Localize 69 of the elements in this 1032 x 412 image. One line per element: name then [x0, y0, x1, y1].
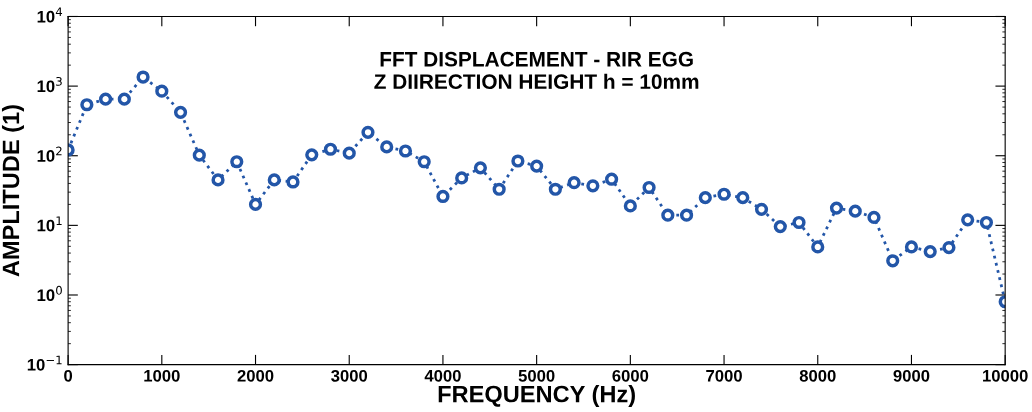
point — [736, 191, 750, 205]
point — [117, 92, 131, 106]
x-tick-label: 5000 — [518, 369, 555, 382]
point — [605, 172, 619, 186]
point — [136, 70, 150, 84]
point — [511, 154, 525, 168]
point — [717, 187, 731, 201]
point — [473, 161, 488, 175]
point — [398, 144, 413, 158]
x-tick-label: 6000 — [612, 369, 649, 382]
x-tick-label: 10000 — [983, 369, 1028, 382]
point — [867, 210, 881, 225]
point — [305, 148, 319, 162]
point — [98, 92, 113, 106]
point — [961, 213, 975, 227]
point — [979, 215, 994, 230]
point — [811, 240, 825, 254]
point — [267, 173, 281, 187]
point — [455, 171, 469, 185]
point — [567, 176, 581, 190]
point — [623, 199, 637, 213]
point — [211, 173, 225, 187]
point — [286, 175, 300, 189]
point — [904, 240, 919, 254]
point — [792, 215, 806, 230]
y-axis-title: AMPLITUDE (1) — [1, 105, 24, 277]
point — [586, 179, 600, 193]
x-tick-label: 3000 — [331, 369, 368, 382]
point — [492, 182, 506, 196]
x-tick-label: 9000 — [893, 369, 930, 382]
point — [642, 180, 656, 195]
point — [380, 140, 394, 154]
point — [80, 98, 94, 112]
x-tick-label: 2000 — [237, 369, 274, 382]
y-tick-label: 10$^{3}$ — [37, 76, 62, 93]
point — [923, 244, 937, 259]
point — [886, 254, 900, 268]
point — [754, 202, 769, 216]
x-axis-title: FREQUENCY (Hz) — [438, 385, 635, 408]
y-tick-label: 10$^{2}$ — [37, 146, 62, 162]
point — [661, 208, 675, 222]
point — [698, 191, 712, 205]
point — [773, 220, 787, 234]
point — [323, 142, 338, 156]
point — [942, 240, 956, 255]
point — [173, 105, 188, 119]
point — [248, 197, 263, 212]
point — [679, 208, 694, 222]
y-tick-label: 10$^{−1}$ — [27, 355, 62, 371]
y-tick-label: 10$^{1}$ — [37, 216, 62, 232]
point — [230, 155, 244, 169]
x-tick-label: 7000 — [706, 369, 742, 382]
point — [829, 201, 844, 215]
y-tick-label: 10$^{0}$ — [37, 285, 62, 302]
point — [436, 189, 450, 204]
point — [848, 204, 862, 218]
point — [417, 155, 431, 169]
point — [342, 146, 356, 160]
point — [530, 159, 544, 173]
point — [361, 125, 375, 139]
x-tick-label: 0 — [64, 369, 73, 382]
point — [155, 84, 169, 98]
text: FFT DISPLACEMENT - RIR EGG Z DIIRECTION HEIGHT h = 10mm — [374, 51, 699, 90]
point — [192, 148, 206, 162]
point — [548, 182, 562, 196]
y-tick-label: 10$^{4}$ — [37, 7, 63, 23]
x-tick-label: 1000 — [144, 369, 180, 382]
x-tick-label: 8000 — [799, 369, 836, 382]
x-tick-label: 4000 — [424, 369, 461, 382]
